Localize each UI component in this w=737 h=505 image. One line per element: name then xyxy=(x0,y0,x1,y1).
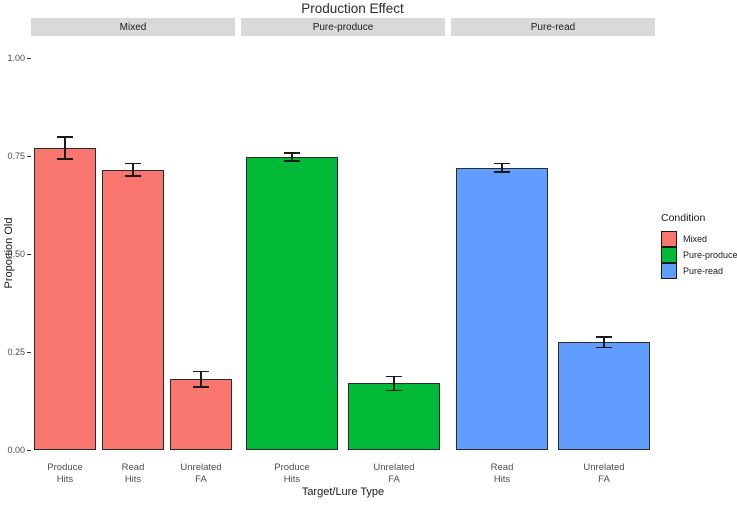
bar xyxy=(170,379,232,450)
bar xyxy=(348,383,440,450)
y-tick-mark xyxy=(27,254,31,255)
error-bar-cap-bottom xyxy=(125,175,141,177)
legend-entries: Mixed Pure-produce Pure-read xyxy=(661,231,737,279)
error-bar-cap-top xyxy=(494,162,510,165)
facet-strip-pure-read: Pure-read xyxy=(451,18,655,36)
y-tick-mark xyxy=(27,156,31,157)
error-bar-cap-bottom xyxy=(193,386,209,389)
error-bar-line xyxy=(132,162,134,177)
legend-swatch xyxy=(661,231,677,247)
error-bar-cap-bottom xyxy=(386,389,402,392)
error-bar-cap-top xyxy=(125,162,141,165)
y-tick-label: 1.00 xyxy=(7,53,25,63)
legend-entry-mixed: Mixed xyxy=(661,231,737,247)
legend-swatch xyxy=(661,247,677,263)
error-bar-line xyxy=(200,370,202,389)
x-axis-label: Unrelated FA xyxy=(373,462,415,485)
legend-label: Mixed xyxy=(683,234,708,244)
y-tick-label: 0.00 xyxy=(7,445,25,455)
error-bar-cap-bottom xyxy=(596,346,612,349)
error-bar-line xyxy=(603,335,605,349)
facet-panel-mixed xyxy=(31,37,235,450)
y-tick-mark xyxy=(27,352,31,353)
error-bar-cap-bottom xyxy=(494,171,510,173)
x-axis-label: Unrelated FA xyxy=(180,462,222,485)
facet-panel-pure-read xyxy=(451,37,655,450)
y-axis-title: Proportion Old xyxy=(3,217,15,289)
error-bar-cap-top xyxy=(386,375,402,378)
bar xyxy=(456,167,548,450)
y-tick-mark xyxy=(27,450,31,451)
error-bar-line xyxy=(393,375,395,392)
y-tick-label: 0.75 xyxy=(7,151,25,161)
legend-entry-pure-read: Pure-read xyxy=(661,263,737,279)
error-bar-line xyxy=(501,162,503,173)
x-axis-label: Produce Hits xyxy=(274,462,310,485)
error-bar-cap-top xyxy=(596,335,612,338)
y-tick-label: 0.50 xyxy=(7,249,25,259)
error-bar-line xyxy=(64,136,66,160)
legend-entry-pure-produce: Pure-produce xyxy=(661,247,737,263)
error-bar-cap-bottom xyxy=(284,159,300,162)
error-bar-cap-top xyxy=(57,136,73,138)
bar xyxy=(102,169,164,450)
legend-label: Pure-read xyxy=(683,266,724,276)
error-bar-cap-bottom xyxy=(57,158,73,160)
x-axis-label: Unrelated FA xyxy=(583,462,625,485)
facet-strip-pure-produce: Pure-produce xyxy=(241,18,445,36)
y-tick-label: 0.25 xyxy=(7,347,25,357)
x-axis-title: Target/Lure Type xyxy=(301,486,385,498)
y-tick-mark xyxy=(27,58,31,59)
bar xyxy=(246,156,338,450)
x-axis-label: Read Hits xyxy=(490,462,514,485)
bar xyxy=(558,342,650,450)
facet-panel-pure-produce xyxy=(241,37,445,450)
error-bar-cap-top xyxy=(193,370,209,373)
bar xyxy=(34,148,96,450)
legend: Condition Mixed Pure-produce Pure-read xyxy=(661,212,737,279)
legend-title: Condition xyxy=(661,212,706,224)
error-bar-cap-top xyxy=(284,152,300,154)
legend-swatch xyxy=(661,263,677,279)
error-bar-line xyxy=(291,152,293,162)
chart-title: Production Effect xyxy=(301,1,404,16)
legend-label: Pure-produce xyxy=(683,250,737,260)
x-axis-label: Read Hits xyxy=(121,462,145,485)
facet-strip-mixed: Mixed xyxy=(31,18,235,36)
x-axis-label: Produce Hits xyxy=(47,462,83,485)
